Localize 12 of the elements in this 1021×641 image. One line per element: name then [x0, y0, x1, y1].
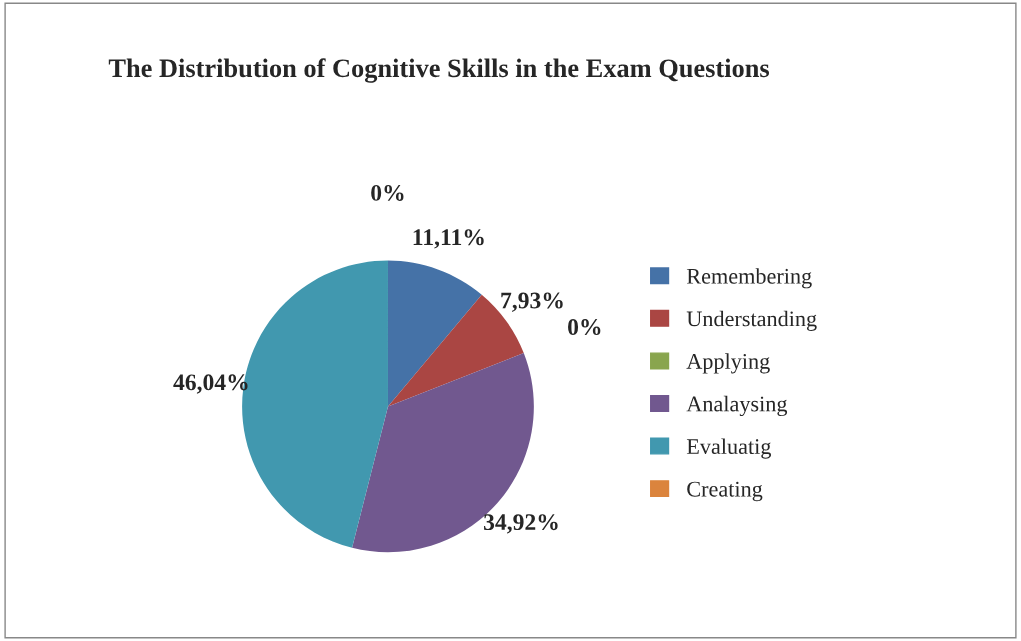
- data-label: 11,11%: [413, 229, 484, 249]
- text: 0%: [371, 184, 404, 201]
- legend-label: Understanding: [686, 310, 817, 331]
- chart-title: The Distribution of Cognitive Skills in the Exam Questions: [108, 58, 770, 83]
- text: 0%: [568, 319, 601, 336]
- data-label: 7,93%: [501, 292, 563, 312]
- legend-label: Evaluatig: [686, 438, 772, 459]
- legend-label: Remembering: [686, 268, 812, 289]
- data-label: 34,92%: [484, 514, 558, 534]
- legend-label: Analaysing: [686, 395, 788, 417]
- legend-label: Creating: [687, 481, 763, 502]
- legend-label: Applying: [686, 353, 770, 374]
